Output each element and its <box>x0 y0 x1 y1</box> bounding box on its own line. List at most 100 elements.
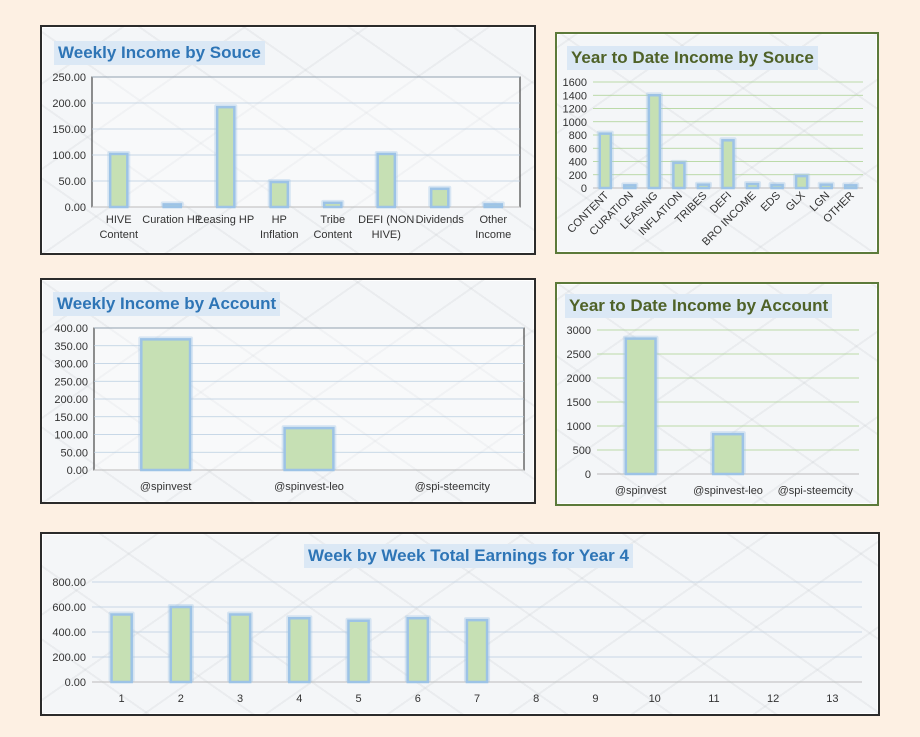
y-tick-label: 200.00 <box>54 394 88 406</box>
x-tick-label: @spi-steemcity <box>415 481 491 493</box>
x-tick-label: Curation HP <box>142 214 202 226</box>
x-tick-label: 7 <box>474 693 480 705</box>
x-tick-label: 12 <box>767 693 779 705</box>
y-tick-label: 3000 <box>567 325 591 337</box>
y-tick-label: 1600 <box>563 77 587 89</box>
bar <box>429 187 450 209</box>
bar <box>347 619 370 684</box>
y-tick-label: 500 <box>573 445 591 457</box>
y-tick-label: 2000 <box>567 373 591 385</box>
x-tick-label: 13 <box>826 693 838 705</box>
bar <box>376 152 397 209</box>
x-tick-label: 6 <box>415 693 421 705</box>
plot-area <box>91 76 521 208</box>
x-tick-label: GLX <box>784 189 809 214</box>
x-tick-label: 3 <box>237 693 243 705</box>
weekly-source-panel: Weekly Income by Souce 0.00 50.00 100.00 15… <box>40 25 536 255</box>
weekly-account-panel: Weekly Income by Account 0.00 50.00 100.00… <box>40 278 536 504</box>
y-tick-label: 800.00 <box>52 577 86 589</box>
chart-title: Year to Date Income by Souce <box>567 46 818 70</box>
y-tick-label: 800 <box>569 130 587 142</box>
weekly-source-chart: 0.00 50.00 100.00 150.00 200.00 250.00 HIVE Con… <box>52 72 521 241</box>
bar <box>745 182 760 190</box>
bar <box>140 338 192 472</box>
x-tick-label: @spi-steemcity <box>778 485 854 497</box>
bar <box>711 432 745 476</box>
x-tick-label: @spinvest-leo <box>693 485 763 497</box>
y-tick-label: 100.00 <box>52 150 86 162</box>
x-tick-label: HP Inflation <box>260 214 299 241</box>
y-tick-label: 300.00 <box>54 359 88 371</box>
chart-title: Year to Date Income by Account <box>565 294 833 318</box>
bar <box>647 94 662 190</box>
y-tick-label: 250.00 <box>54 376 88 388</box>
y-tick-label: 200 <box>569 170 587 182</box>
bar <box>672 161 686 190</box>
weekly-account-chart: 0.00 50.00 100.00 150.00 200.00 250.00 300.00 3… <box>54 323 525 493</box>
bar <box>843 184 858 190</box>
bar <box>322 201 343 209</box>
x-tick-label: 5 <box>355 693 361 705</box>
x-tick-label: @spinvest-leo <box>274 481 344 493</box>
bar <box>598 132 613 190</box>
chart-title: Weekly Income by Souce <box>54 41 265 65</box>
y-tick-label: 250.00 <box>52 72 86 84</box>
bar <box>406 617 430 684</box>
bar <box>624 337 657 476</box>
x-tick-label: Dividends <box>416 214 465 226</box>
bar <box>770 183 784 190</box>
bar <box>108 152 129 209</box>
bar <box>721 139 735 190</box>
x-tick-label: 4 <box>296 693 302 705</box>
bar <box>228 613 252 684</box>
x-tick-label: 10 <box>649 693 661 705</box>
bar <box>465 618 489 684</box>
bar <box>483 203 504 209</box>
y-tick-label: 150.00 <box>54 412 88 424</box>
x-tick-label: @spinvest <box>615 485 667 497</box>
bar <box>269 180 290 209</box>
x-tick-label: 2 <box>178 693 184 705</box>
y-tick-label: 600 <box>569 143 587 155</box>
y-tick-label: 0.00 <box>67 465 88 477</box>
bar <box>215 105 236 209</box>
y-tick-label: 400 <box>569 157 587 169</box>
y-tick-label: 50.00 <box>58 176 86 188</box>
ytd-account-chart: 0 500 1000 1500 2000 2500 3000 @spinvest @spinve… <box>567 325 859 497</box>
x-tick-label: Leasing HP <box>197 214 254 226</box>
y-tick-label: 2500 <box>567 349 591 361</box>
bar <box>162 203 183 209</box>
y-tick-label: 1200 <box>563 104 587 116</box>
chart-title: Weekly Income by Account <box>53 292 281 316</box>
y-tick-label: 1000 <box>563 117 587 129</box>
ytd-source-panel: Year to Date Income by Souce 0 200 400 600 8… <box>555 32 879 254</box>
week-by-week-panel: Week by Week Total Earnings for Year 4 0… <box>40 532 880 716</box>
x-tick-label: EDS <box>759 190 783 214</box>
y-tick-label: 100.00 <box>54 430 88 442</box>
x-tick-label: 1 <box>119 693 125 705</box>
y-tick-label: 1000 <box>567 421 591 433</box>
y-tick-label: 0.00 <box>65 677 86 689</box>
y-tick-label: 1400 <box>563 90 587 102</box>
x-tick-label: Other Income <box>475 214 511 241</box>
y-tick-label: 0.00 <box>65 202 86 214</box>
x-tick-label: 11 <box>708 693 719 705</box>
y-tick-label: 1500 <box>567 397 591 409</box>
bar <box>696 183 711 190</box>
y-tick-label: 200.00 <box>52 98 86 110</box>
bar <box>283 426 335 472</box>
y-tick-label: 0 <box>585 469 591 481</box>
y-tick-label: 400.00 <box>52 627 86 639</box>
bar <box>794 174 809 190</box>
x-tick-label: HIVE Content <box>99 214 138 241</box>
x-tick-label: Tribe Content <box>313 214 352 241</box>
y-tick-label: 0 <box>581 183 587 195</box>
bar <box>169 605 193 684</box>
x-tick-label: 8 <box>533 693 539 705</box>
ytd-source-chart: 02004006008001000120014001600CONTENTCURA… <box>563 77 863 248</box>
x-tick-label: DEFI (NON HIVE) <box>358 214 414 241</box>
bar <box>110 613 133 684</box>
y-tick-label: 400.00 <box>54 323 88 335</box>
y-tick-label: 150.00 <box>52 124 86 136</box>
bar <box>287 617 311 684</box>
